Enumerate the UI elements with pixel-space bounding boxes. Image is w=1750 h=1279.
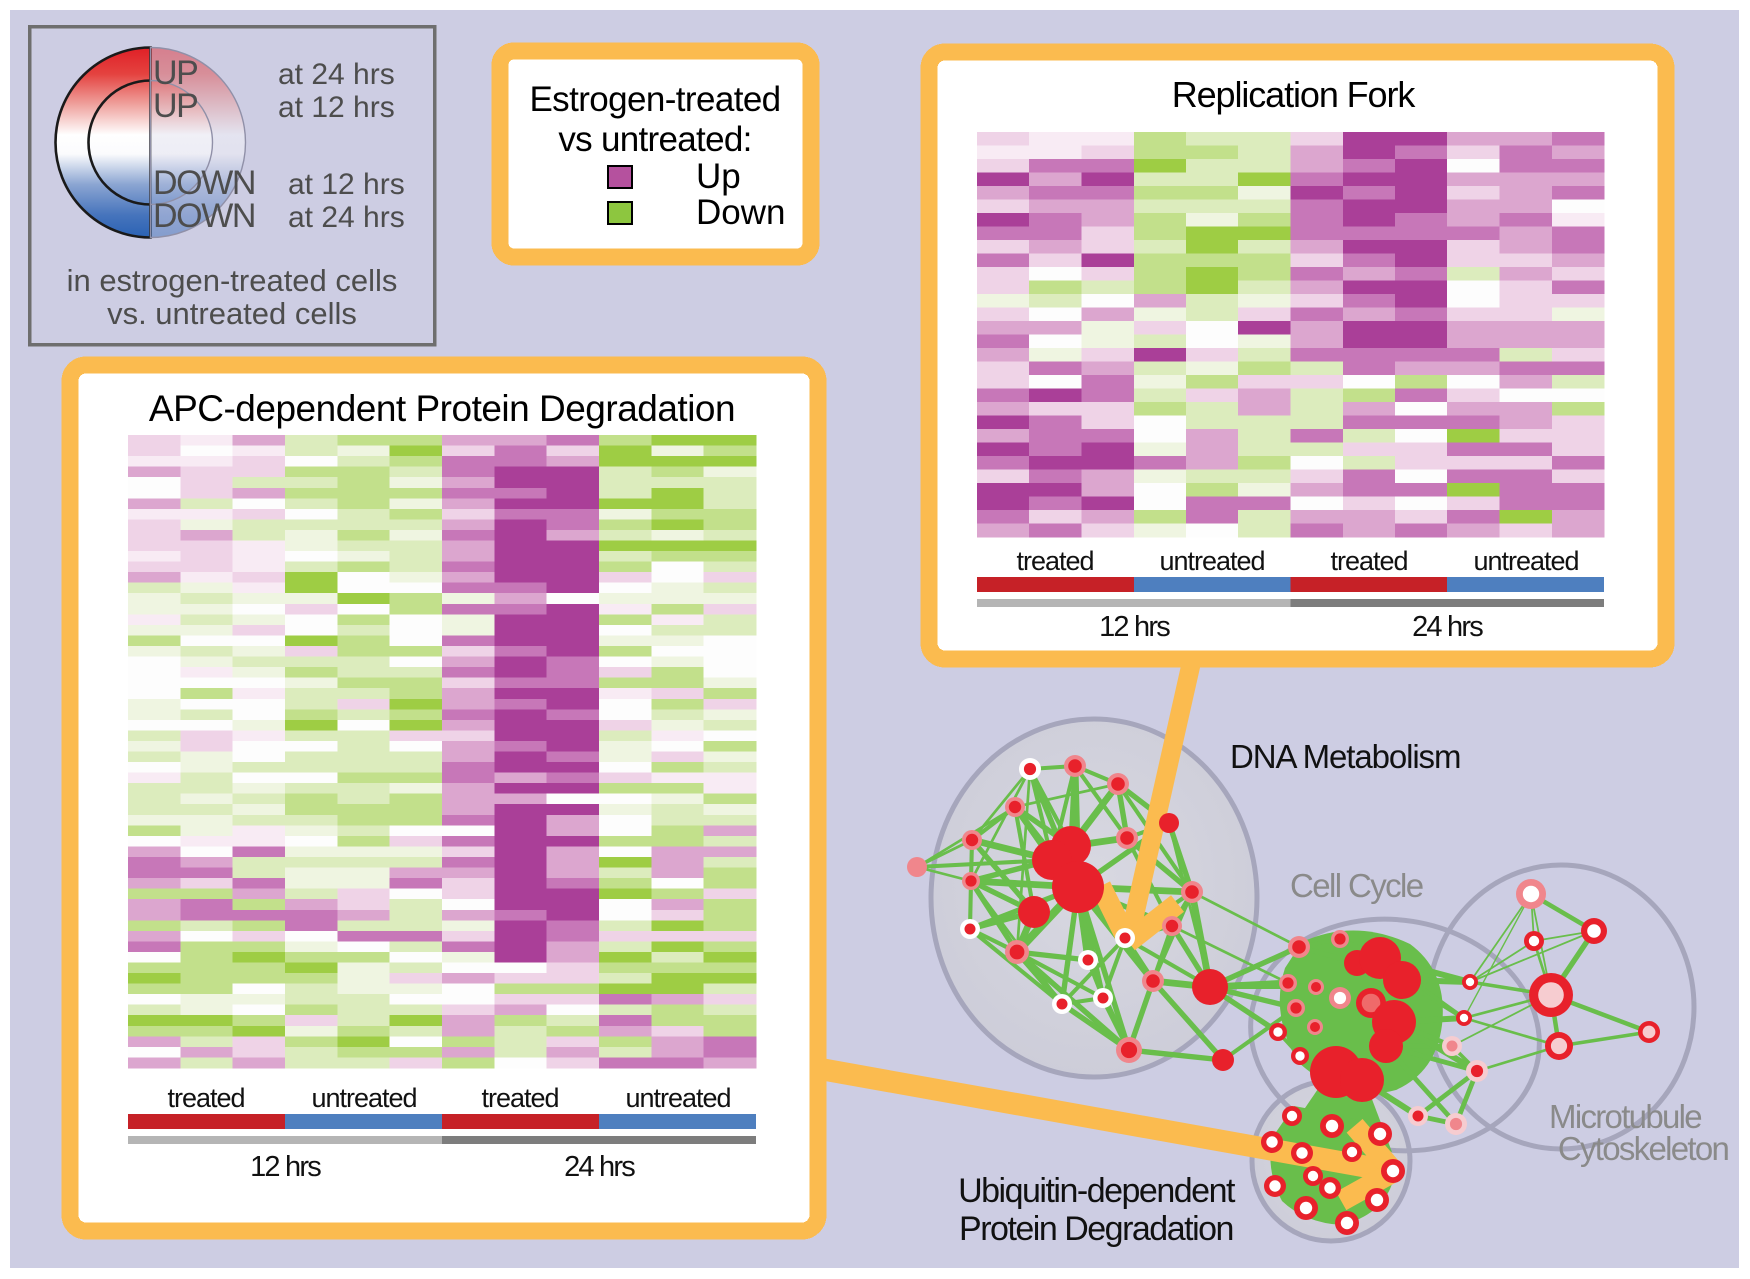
- svg-text:Estrogen-treated: Estrogen-treated: [529, 80, 780, 119]
- svg-text:untreated: untreated: [1473, 546, 1578, 576]
- svg-text:untreated: untreated: [311, 1083, 416, 1113]
- svg-text:Cytoskeleton: Cytoskeleton: [1558, 1130, 1729, 1167]
- svg-text:treated: treated: [1016, 546, 1093, 576]
- svg-text:24 hrs: 24 hrs: [564, 1151, 635, 1183]
- svg-text:12 hrs: 12 hrs: [1099, 611, 1170, 643]
- svg-text:at 24 hrs: at 24 hrs: [278, 58, 395, 91]
- svg-text:Down: Down: [696, 193, 785, 232]
- svg-text:untreated: untreated: [1159, 546, 1264, 576]
- svg-text:Ubiquitin-dependent: Ubiquitin-dependent: [958, 1172, 1236, 1210]
- svg-text:24 hrs: 24 hrs: [1412, 611, 1483, 643]
- svg-text:Protein Degradation: Protein Degradation: [959, 1210, 1233, 1248]
- svg-text:Microtubule: Microtubule: [1549, 1098, 1701, 1135]
- svg-text:DNA Metabolism: DNA Metabolism: [1230, 738, 1460, 775]
- svg-text:12 hrs: 12 hrs: [250, 1151, 321, 1183]
- svg-text:untreated: untreated: [625, 1083, 730, 1113]
- svg-text:at 12 hrs: at 12 hrs: [278, 91, 395, 124]
- svg-text:treated: treated: [481, 1083, 558, 1113]
- svg-text:at 24 hrs: at 24 hrs: [288, 201, 405, 234]
- svg-text:treated: treated: [167, 1083, 244, 1113]
- svg-text:Cell Cycle: Cell Cycle: [1290, 867, 1423, 904]
- svg-text:UP: UP: [153, 54, 197, 92]
- svg-text:at 12 hrs: at 12 hrs: [288, 168, 405, 201]
- svg-text:UP: UP: [153, 87, 197, 125]
- svg-text:Replication Fork: Replication Fork: [1172, 74, 1417, 115]
- svg-text:Up: Up: [696, 157, 741, 196]
- svg-text:DOWN: DOWN: [153, 197, 255, 235]
- svg-text:treated: treated: [1330, 546, 1407, 576]
- svg-text:in estrogen-treated cells: in estrogen-treated cells: [67, 263, 398, 298]
- svg-text:APC-dependent Protein Degradat: APC-dependent Protein Degradation: [149, 388, 735, 429]
- svg-text:DOWN: DOWN: [153, 164, 255, 202]
- svg-text:vs. untreated cells: vs. untreated cells: [107, 296, 357, 331]
- svg-text:vs untreated:: vs untreated:: [558, 120, 751, 159]
